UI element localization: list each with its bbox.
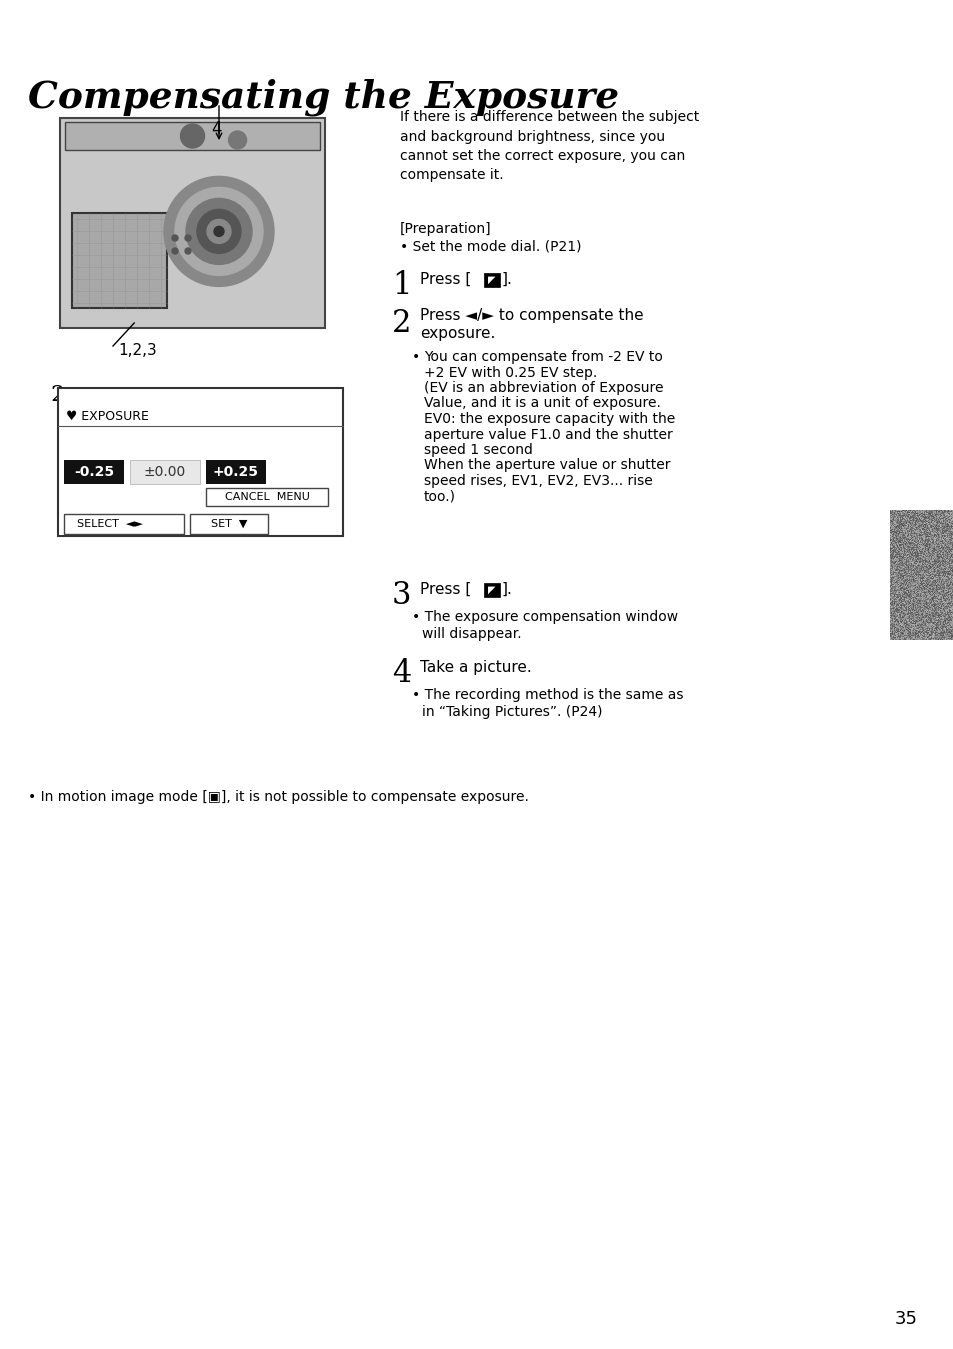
Circle shape [174, 188, 263, 275]
Text: will disappear.: will disappear. [421, 627, 521, 641]
Text: If there is a difference between the subject
and background brightness, since yo: If there is a difference between the sub… [399, 111, 699, 182]
Text: ].: ]. [501, 581, 513, 598]
Text: (EV is an abbreviation of Exposure: (EV is an abbreviation of Exposure [423, 380, 662, 395]
Bar [206, 460, 266, 484]
Text: ♥ EXPOSURE: ♥ EXPOSURE [66, 410, 149, 424]
Text: +0.25: +0.25 [213, 465, 258, 479]
Text: ◤: ◤ [488, 585, 496, 595]
Text: • The recording method is the same as: • The recording method is the same as [412, 688, 682, 701]
Text: 4: 4 [211, 120, 221, 138]
Circle shape [186, 198, 252, 264]
Text: EV0: the exposure capacity with the: EV0: the exposure capacity with the [423, 411, 675, 426]
Text: 2: 2 [392, 308, 411, 339]
Bar [64, 460, 124, 484]
Bar [60, 117, 325, 328]
Text: Press [: Press [ [419, 581, 471, 598]
Text: speed rises, EV1, EV2, EV3... rise: speed rises, EV1, EV2, EV3... rise [423, 473, 652, 488]
Bar [65, 121, 319, 150]
Text: ].: ]. [501, 272, 513, 287]
Text: •: • [412, 349, 420, 364]
Circle shape [185, 248, 191, 254]
Circle shape [213, 227, 224, 236]
Text: Take a picture.: Take a picture. [419, 660, 531, 674]
Circle shape [180, 124, 204, 148]
Bar [483, 272, 499, 287]
Text: speed 1 second: speed 1 second [423, 442, 533, 457]
Circle shape [196, 209, 241, 254]
Bar [483, 583, 499, 598]
Bar [58, 389, 343, 536]
Text: 1,2,3: 1,2,3 [118, 343, 157, 357]
Text: You can compensate from -2 EV to: You can compensate from -2 EV to [423, 349, 662, 364]
Text: Value, and it is a unit of exposure.: Value, and it is a unit of exposure. [423, 397, 660, 410]
Text: Press [: Press [ [419, 272, 471, 287]
Circle shape [207, 220, 231, 243]
Text: -0.25: -0.25 [74, 465, 114, 479]
Bar [64, 514, 184, 534]
Text: [Preparation]: [Preparation] [399, 223, 491, 236]
Bar [206, 488, 328, 506]
Text: +2 EV with 0.25 EV step.: +2 EV with 0.25 EV step. [423, 366, 597, 379]
Text: 1: 1 [392, 270, 411, 301]
Circle shape [172, 248, 178, 254]
Text: • Set the mode dial. (P21): • Set the mode dial. (P21) [399, 240, 581, 254]
Text: When the aperture value or shutter: When the aperture value or shutter [423, 459, 670, 472]
Text: 4: 4 [392, 658, 411, 689]
Text: too.): too.) [423, 490, 456, 503]
Text: aperture value F1.0 and the shutter: aperture value F1.0 and the shutter [423, 428, 672, 441]
Text: ◤: ◤ [488, 275, 496, 285]
Text: • The exposure compensation window: • The exposure compensation window [412, 610, 678, 625]
Text: SELECT  ◄►: SELECT ◄► [77, 519, 143, 529]
Bar [130, 460, 200, 484]
Circle shape [229, 131, 246, 148]
Text: 3: 3 [392, 580, 411, 611]
Text: exposure.: exposure. [419, 326, 495, 341]
Text: 2: 2 [50, 384, 64, 406]
Text: ±0.00: ±0.00 [144, 465, 186, 479]
Circle shape [164, 177, 274, 286]
Text: in “Taking Pictures”. (P24): in “Taking Pictures”. (P24) [421, 706, 602, 719]
Bar [71, 213, 167, 308]
Circle shape [185, 235, 191, 241]
Text: Compensating the Exposure: Compensating the Exposure [28, 78, 618, 116]
Text: CANCEL  MENU: CANCEL MENU [224, 492, 309, 502]
Text: Press ◄/► to compensate the: Press ◄/► to compensate the [419, 308, 643, 322]
Bar [190, 514, 268, 534]
Circle shape [172, 235, 178, 241]
Text: • In motion image mode [▣], it is not possible to compensate exposure.: • In motion image mode [▣], it is not po… [28, 791, 528, 804]
Text: 35: 35 [894, 1310, 917, 1327]
Text: SET  ▼: SET ▼ [211, 519, 247, 529]
